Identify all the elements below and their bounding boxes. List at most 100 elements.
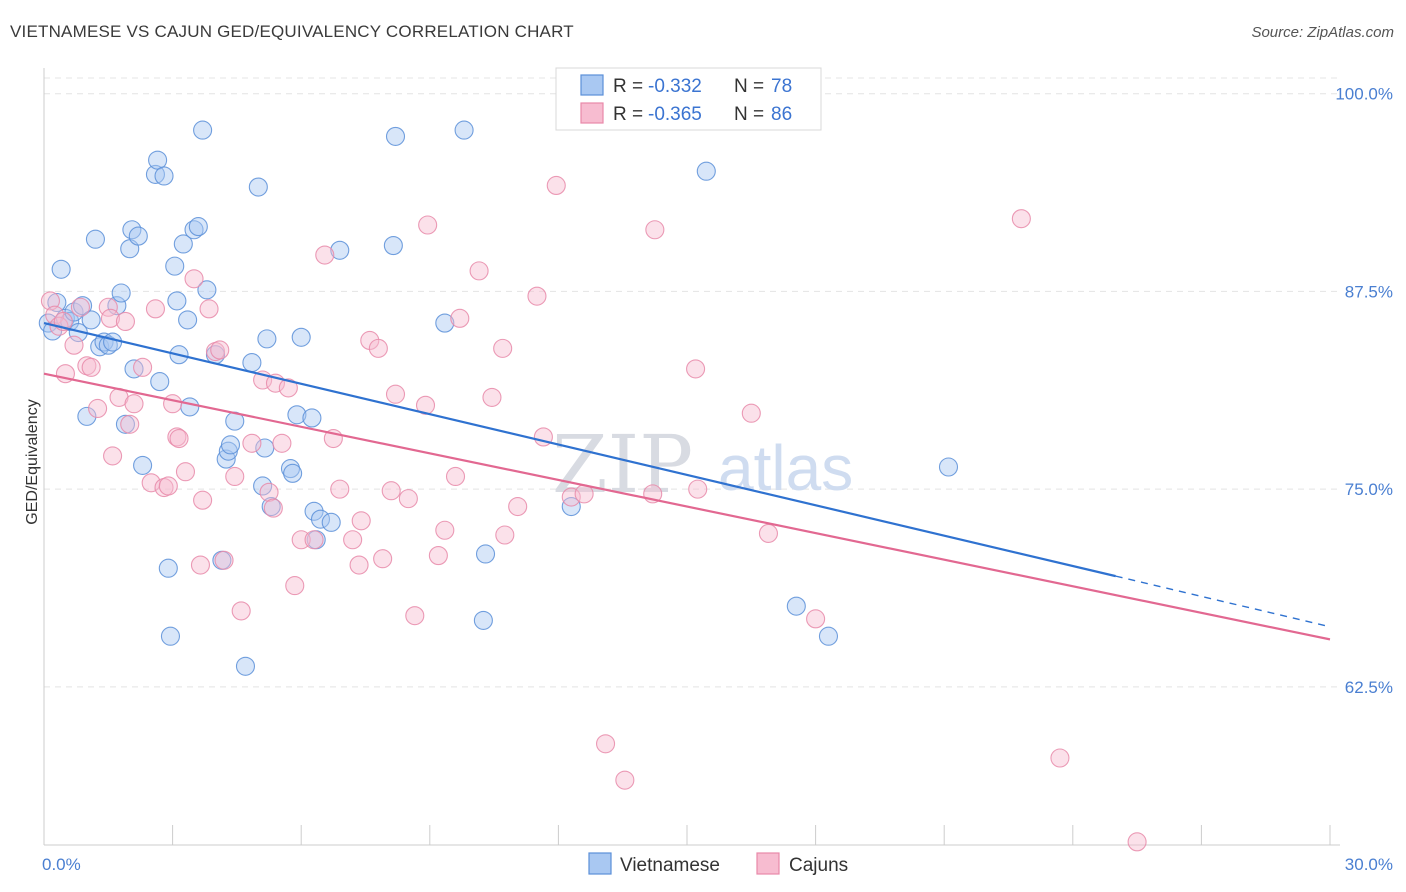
cajun-point-29 xyxy=(199,299,219,319)
cajun-point-64 xyxy=(469,261,489,281)
cajun-point-24 xyxy=(169,428,189,449)
legend-swatch-cajuns xyxy=(580,102,604,124)
trend-line-vietnamese xyxy=(43,321,1116,578)
cajun-point-48 xyxy=(343,530,363,550)
cajun-point-27 xyxy=(190,555,211,575)
cajun-point-5 xyxy=(64,335,84,355)
vietnamese-point-42 xyxy=(216,449,236,469)
vietnamese-point-22 xyxy=(133,455,153,475)
y-tick-label-1: 87.5% xyxy=(1345,282,1393,301)
vietnamese-point-64 xyxy=(385,126,406,146)
cajun-points xyxy=(40,175,1147,852)
cajun-point-53 xyxy=(373,549,393,569)
vietnamese-point-21 xyxy=(128,226,148,246)
vietnamese-point-57 xyxy=(302,408,322,428)
bottom-legend-vietnamese: Vietnamese xyxy=(620,855,720,876)
cajun-point-50 xyxy=(351,511,371,531)
vietnamese-point-33 xyxy=(173,234,193,254)
y-tick-label-0: 100.0% xyxy=(1335,85,1393,104)
vietnamese-point-30 xyxy=(165,256,185,276)
vietnamese-point-60 xyxy=(310,509,331,529)
legend-r-value-2: -0.365 xyxy=(648,104,702,125)
cajun-point-80 xyxy=(741,403,761,423)
vietnamese-point-18 xyxy=(115,414,135,434)
vietnamese-point-34 xyxy=(178,310,198,330)
vietnamese-point-63 xyxy=(383,236,403,256)
vietnamese-point-47 xyxy=(242,353,262,373)
cajun-point-34 xyxy=(231,601,251,621)
bottom-legend-cajuns: Cajuns xyxy=(789,855,848,876)
cajun-point-26 xyxy=(184,269,204,289)
cajun-point-83 xyxy=(1011,209,1031,229)
cajun-point-84 xyxy=(1050,748,1070,768)
cajun-point-40 xyxy=(272,433,292,453)
legend: R = -0.332 N = 78 R = -0.365 N = 86 xyxy=(555,67,822,131)
cajun-point-60 xyxy=(428,546,448,566)
cajun-point-71 xyxy=(546,175,566,196)
vietnamese-point-37 xyxy=(188,217,208,237)
cajun-point-35 xyxy=(242,433,262,453)
vietnamese-point-67 xyxy=(475,544,496,564)
legend-n-value-2: 86 xyxy=(771,104,792,125)
cajun-point-59 xyxy=(418,215,438,235)
cajun-point-49 xyxy=(349,555,369,575)
legend-n-label-2: N = xyxy=(734,104,764,125)
vietnamese-point-11 xyxy=(85,229,105,249)
cajun-point-8 xyxy=(81,357,101,377)
chart-title: VIETNAMESE VS CAJUN GED/EQUIVALENCY CORR… xyxy=(10,22,574,41)
vietnamese-point-15 xyxy=(103,332,123,352)
y-tick-label-2: 75.0% xyxy=(1345,480,1393,499)
vietnamese-point-46 xyxy=(235,656,256,676)
cajun-point-22 xyxy=(163,394,183,414)
cajun-point-28 xyxy=(193,490,213,510)
vietnamese-point-44 xyxy=(220,435,241,455)
cajun-point-11 xyxy=(100,308,120,328)
trend-line-vietnamese-extension xyxy=(1115,575,1331,628)
x-tick-label-0: 0.0% xyxy=(42,855,81,874)
vietnamese-points xyxy=(38,120,959,676)
cajun-point-47 xyxy=(330,479,350,499)
vietnamese-point-72 xyxy=(818,626,839,646)
vietnamese-point-61 xyxy=(321,512,341,532)
cajun-point-33 xyxy=(225,466,245,487)
legend-r-label-2: R = xyxy=(613,104,643,125)
y-tick-label-3: 62.5% xyxy=(1345,678,1393,697)
y-axis-label: GED/Equivalency xyxy=(24,399,41,524)
cajun-point-65 xyxy=(482,387,502,407)
legend-swatch-vietnamese xyxy=(580,74,604,96)
vietnamese-point-28 xyxy=(158,558,178,578)
watermark-atlas: atlas xyxy=(718,432,853,504)
trend-lines xyxy=(43,321,1331,641)
cajun-point-69 xyxy=(527,286,547,306)
cajun-point-42 xyxy=(285,576,305,596)
vietnamese-point-73 xyxy=(938,457,959,477)
vietnamese-point-29 xyxy=(160,626,181,646)
vietnamese-point-9 xyxy=(77,406,97,426)
bottom-legend-swatch-vietnamese xyxy=(588,852,612,875)
cajun-point-56 xyxy=(398,489,418,509)
vietnamese-point-27 xyxy=(154,166,174,186)
bottom-legend-swatch-cajuns xyxy=(756,852,780,875)
cajun-point-17 xyxy=(133,357,153,377)
y-tick-labels: 100.0% 87.5% 75.0% 62.5% xyxy=(1335,85,1393,697)
vietnamese-point-66 xyxy=(454,120,474,140)
cajun-point-67 xyxy=(495,525,515,545)
vietnamese-point-70 xyxy=(696,161,716,181)
cajun-point-32 xyxy=(214,550,234,570)
cajun-point-16 xyxy=(124,394,144,414)
cajun-point-14 xyxy=(115,311,135,332)
legend-n-label-1: N = xyxy=(734,76,764,97)
cajun-point-61 xyxy=(435,520,455,540)
vietnamese-point-65 xyxy=(435,313,455,333)
cajun-point-79 xyxy=(688,479,708,499)
cajun-point-38 xyxy=(263,498,283,518)
vietnamese-point-48 xyxy=(248,177,268,197)
cajun-point-9 xyxy=(88,398,108,419)
vietnamese-point-17 xyxy=(111,283,131,303)
cajun-point-58 xyxy=(415,395,436,415)
cajun-point-6 xyxy=(70,297,90,317)
cajun-point-85 xyxy=(1127,832,1147,852)
cajun-point-21 xyxy=(158,476,178,496)
source-label: Source: ZipAtlas.com xyxy=(1251,24,1394,41)
